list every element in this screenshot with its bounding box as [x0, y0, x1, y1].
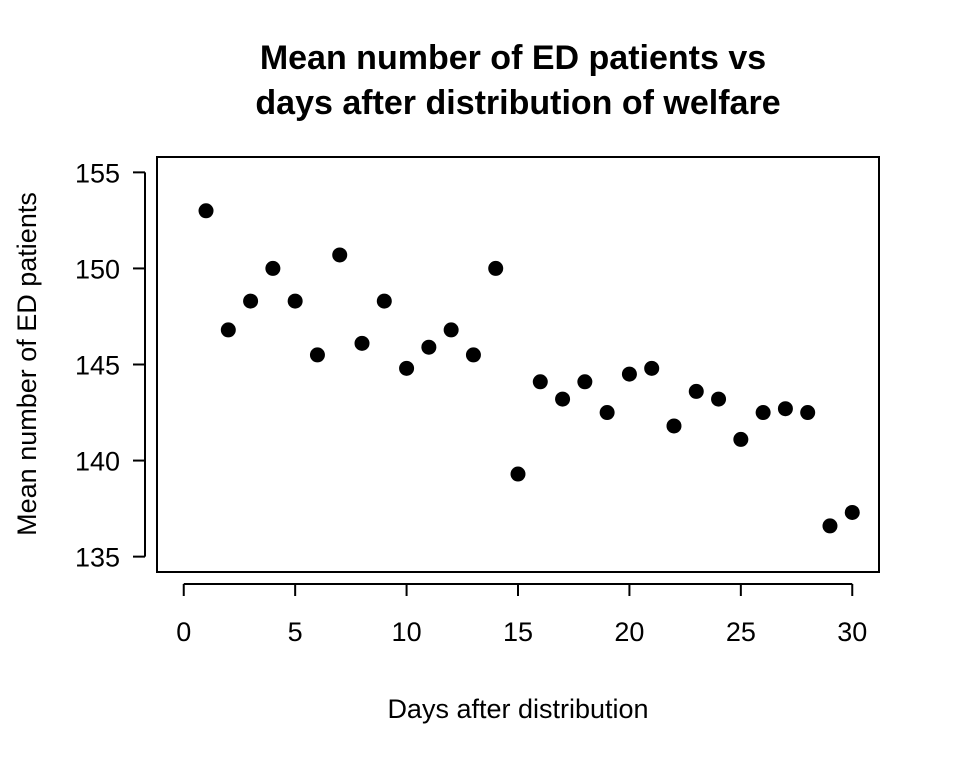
x-tick-label: 0 [176, 617, 191, 647]
data-point [644, 361, 659, 376]
data-point [355, 336, 370, 351]
y-tick-label: 155 [75, 158, 120, 188]
data-point [666, 418, 681, 433]
data-point [488, 261, 503, 276]
x-tick-label: 5 [288, 617, 303, 647]
x-tick-label: 15 [503, 617, 533, 647]
x-tick-label: 20 [614, 617, 644, 647]
data-point [399, 361, 414, 376]
data-point [199, 203, 214, 218]
data-point [511, 467, 526, 482]
x-tick-label: 30 [837, 617, 867, 647]
y-tick-label: 150 [75, 254, 120, 284]
data-point [756, 405, 771, 420]
data-point [622, 367, 637, 382]
chart-title-line-1: Mean number of ED patients vs [260, 39, 766, 77]
data-point [243, 294, 258, 309]
data-point [421, 340, 436, 355]
data-point [555, 392, 570, 407]
data-point [711, 392, 726, 407]
data-point [800, 405, 815, 420]
data-point [577, 374, 592, 389]
data-point [265, 261, 280, 276]
y-tick-label: 145 [75, 351, 120, 381]
data-point [332, 247, 347, 262]
x-tick-label: 25 [726, 617, 756, 647]
plot-frame [157, 157, 879, 572]
data-point [310, 347, 325, 362]
data-point [466, 347, 481, 362]
y-axis-label: Mean number of ED patients [12, 192, 42, 536]
data-point [288, 294, 303, 309]
data-point [822, 518, 837, 533]
data-point [221, 322, 236, 337]
y-tick-label: 135 [75, 543, 120, 573]
data-point [778, 401, 793, 416]
y-tick-label: 140 [75, 447, 120, 477]
chart-title-line-2: days after distribution of welfare [255, 84, 780, 122]
data-point [444, 322, 459, 337]
data-point [533, 374, 548, 389]
x-axis-label: Days after distribution [387, 694, 648, 724]
data-point [733, 432, 748, 447]
y-axis: 135 140 145 150 155 [75, 158, 145, 572]
data-point [845, 505, 860, 520]
x-axis: 0 5 10 15 20 25 30 [176, 584, 867, 647]
data-points [199, 203, 860, 533]
data-point [377, 294, 392, 309]
x-tick-label: 10 [392, 617, 422, 647]
data-point [600, 405, 615, 420]
data-point [689, 384, 704, 399]
